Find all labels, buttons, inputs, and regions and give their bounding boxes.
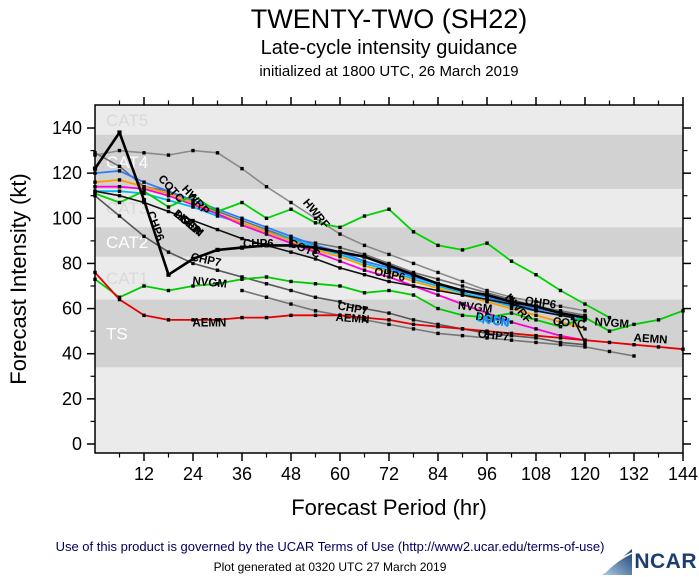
page-subtitle: Late-cycle intensity guidance <box>260 37 518 59</box>
line-label-OHP6: OHP6 <box>524 295 557 311</box>
y-axis-title: Forecast Intensity (kt) <box>6 173 31 385</box>
terms-of-use-text: Use of this product is governed by the U… <box>55 539 605 554</box>
series-HWRF <box>93 189 612 320</box>
line-label-AEMN: AEMN <box>633 332 668 346</box>
svg-text:72: 72 <box>379 464 399 484</box>
svg-text:120: 120 <box>570 464 600 484</box>
line-label-NVGM: NVGM <box>192 275 228 291</box>
band-label-TS: TS <box>106 324 128 343</box>
svg-text:80: 80 <box>62 253 82 273</box>
series-CHP6 <box>92 130 588 320</box>
svg-text:40: 40 <box>62 344 82 364</box>
ncar-logo-text: NCAR <box>634 550 697 573</box>
series-OHP7 <box>240 288 636 358</box>
band-label-CAT5: CAT5 <box>106 111 148 130</box>
tick-labels: 12 24 36 48 60 72 84 96 108 120 132 144 0 20 40 60 80 100… <box>52 118 698 484</box>
x-axis-title: Forecast Period (hr) <box>291 495 487 520</box>
line-label-CHP6: CHP6 <box>243 239 274 251</box>
series-AEMN <box>93 270 685 351</box>
ncar-logo: NCAR <box>602 549 697 575</box>
band-label-CAT4: CAT4 <box>106 153 148 172</box>
svg-text:108: 108 <box>521 464 551 484</box>
line-label-AEMN: AEMN <box>335 312 370 326</box>
svg-text:20: 20 <box>62 389 82 409</box>
svg-text:12: 12 <box>134 464 154 484</box>
svg-text:0: 0 <box>72 434 82 454</box>
illegible-label-cluster: DSHP <box>475 311 509 327</box>
ncar-logo-icon <box>602 549 633 575</box>
svg-text:96: 96 <box>477 464 497 484</box>
line-label-CHP7: CHP7 <box>337 300 369 317</box>
page-title: TWENTY-TWO (SH22) <box>250 4 528 34</box>
illegible-label-cluster: IVCN <box>481 314 510 330</box>
svg-text:140: 140 <box>52 118 82 138</box>
title-block: TWENTY-TWO (SH22) Late-cycle intensity g… <box>95 0 683 82</box>
line-label-NVGM: NVGM <box>457 300 493 316</box>
svg-text:60: 60 <box>62 299 82 319</box>
band-label-CAT1: CAT1 <box>106 269 148 288</box>
svg-text:84: 84 <box>428 464 448 484</box>
svg-text:24: 24 <box>183 464 203 484</box>
illegible-label-cluster: LGEM <box>476 312 511 329</box>
generated-timestamp: Plot generated at 0320 UTC 27 March 2019 <box>213 560 447 574</box>
svg-text:120: 120 <box>52 163 82 183</box>
svg-text:100: 100 <box>52 208 82 228</box>
init-time-text: initialized at 1800 UTC, 26 March 2019 <box>259 63 519 80</box>
svg-text:36: 36 <box>232 464 252 484</box>
line-label-NVGM: NVGM <box>594 316 629 330</box>
svg-text:132: 132 <box>619 464 649 484</box>
axis-titles: Forecast Period (hr) Forecast Intensity (… <box>6 173 487 520</box>
svg-text:60: 60 <box>330 464 350 484</box>
line-label-OHP7: OHP7 <box>477 328 509 343</box>
line-label-COTC: COTC <box>552 316 586 331</box>
axes-frame <box>87 97 691 461</box>
svg-text:144: 144 <box>668 464 698 484</box>
line-label-AEMN: AEMN <box>192 318 226 330</box>
svg-text:48: 48 <box>281 464 301 484</box>
band-label-CAT2: CAT2 <box>106 233 148 252</box>
